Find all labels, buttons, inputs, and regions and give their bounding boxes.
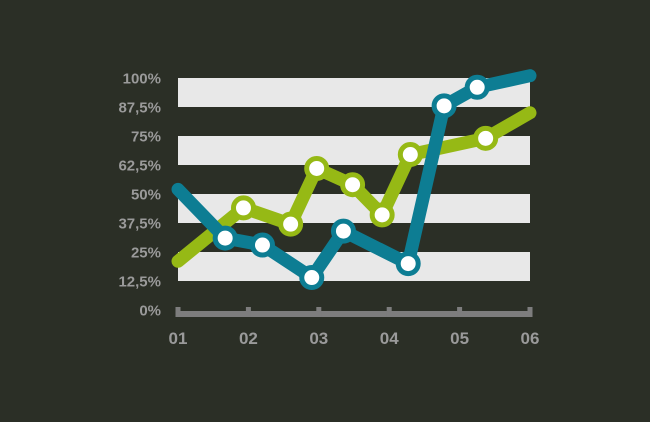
y-tick-label: 100% — [123, 71, 161, 88]
x-tick-mark-04 — [386, 307, 392, 317]
x-axis-labels: 01 02 03 04 05 06 — [169, 329, 540, 348]
y-tick-label: 87,5% — [118, 100, 161, 117]
x-tick-mark-03 — [316, 307, 322, 317]
y-tick-label: 50% — [131, 187, 161, 204]
x-tick-mark-01 — [175, 307, 181, 317]
y-tick-label: 12,5% — [118, 274, 161, 291]
series-1-point-7 — [397, 142, 423, 168]
series-2-point-4 — [299, 265, 325, 291]
x-tick-label: 04 — [380, 329, 399, 348]
series-1-point-5 — [340, 172, 366, 198]
x-tick-label: 03 — [309, 329, 328, 348]
y-axis-labels: 0% 12,5% 25% 37,5% 50% 62,5% 75% 87,5% 100% — [118, 71, 161, 320]
series-markers — [212, 74, 499, 291]
series-2-point-5 — [330, 218, 356, 244]
x-tick-mark-02 — [245, 307, 251, 317]
x-axis-line — [178, 311, 530, 317]
series-2-point-2 — [212, 225, 238, 251]
x-tick-label: 05 — [450, 329, 469, 348]
x-axis — [175, 307, 533, 317]
x-tick-label: 06 — [521, 329, 540, 348]
y-tick-label: 0% — [139, 303, 161, 320]
series-2-point-7 — [431, 93, 457, 119]
x-tick-mark-06 — [527, 307, 533, 317]
series-1-point-3 — [278, 211, 304, 237]
series-1-point-6 — [369, 202, 395, 228]
series-2-point-3 — [249, 232, 275, 258]
series-1-point-2 — [230, 195, 256, 221]
x-tick-mark-05 — [457, 307, 463, 317]
y-tick-label: 25% — [131, 245, 161, 262]
series-1-point-8 — [473, 125, 499, 151]
x-tick-label: 02 — [239, 329, 258, 348]
y-tick-label: 75% — [131, 129, 161, 146]
y-tick-label: 62,5% — [118, 158, 161, 175]
y-tick-label: 37,5% — [118, 216, 161, 233]
series-2-point-6 — [395, 251, 421, 277]
grid-band — [178, 252, 530, 281]
series-2-point-8 — [464, 74, 490, 100]
series-1-point-4 — [304, 155, 330, 181]
x-tick-label: 01 — [169, 329, 188, 348]
